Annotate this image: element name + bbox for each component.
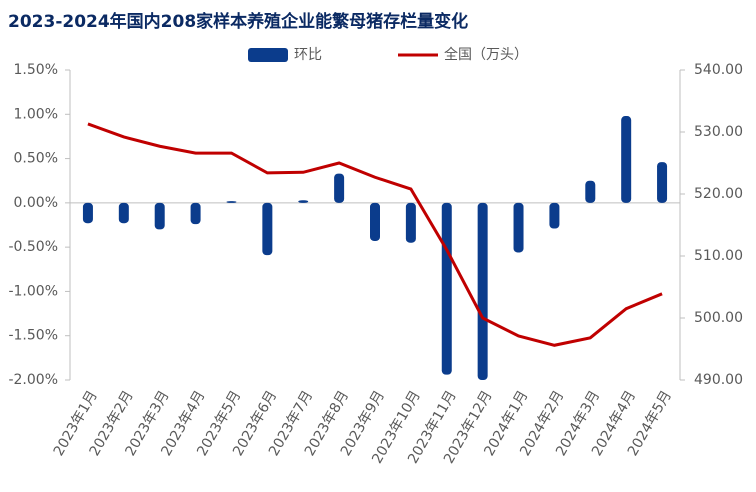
y-tick-label: 1.00% — [14, 106, 58, 122]
bar — [477, 202, 488, 380]
bar — [154, 202, 165, 230]
bar — [405, 202, 416, 243]
bar — [118, 202, 129, 224]
y2-tick-label: 510.00 — [694, 248, 743, 264]
y2-tick-label: 520.00 — [694, 186, 743, 202]
y-tick-label: 0.50% — [14, 151, 58, 167]
y-tick-label: -0.50% — [8, 239, 58, 255]
y-tick-label: -2.00% — [8, 372, 58, 388]
bar — [513, 202, 524, 253]
bar — [298, 200, 309, 203]
bar — [82, 202, 93, 224]
y2-tick-label: 500.00 — [694, 310, 743, 326]
legend-label: 全国（万头） — [444, 46, 528, 63]
y2-tick-label: 540.00 — [694, 62, 743, 78]
y-tick-label: -1.50% — [8, 328, 58, 344]
bar — [226, 201, 237, 203]
bar — [621, 116, 632, 203]
legend-swatch — [248, 48, 288, 62]
bar — [549, 202, 560, 229]
y-tick-label: -1.00% — [8, 283, 58, 299]
bar — [334, 173, 345, 203]
y2-tick-label: 530.00 — [694, 124, 743, 140]
y-tick-label: 0.00% — [14, 195, 58, 211]
bar — [190, 202, 201, 225]
line — [87, 122, 663, 347]
chart-title: 2023-2024年国内208家样本养殖企业能繁母猪存栏量变化 — [8, 11, 468, 32]
bar — [585, 180, 596, 203]
bar — [441, 202, 452, 375]
y2-tick-label: 490.00 — [694, 372, 743, 388]
bar — [262, 202, 273, 256]
bar — [657, 162, 668, 203]
y-tick-label: 1.50% — [14, 62, 58, 78]
legend-label: 环比 — [294, 47, 322, 63]
bar — [370, 202, 380, 241]
